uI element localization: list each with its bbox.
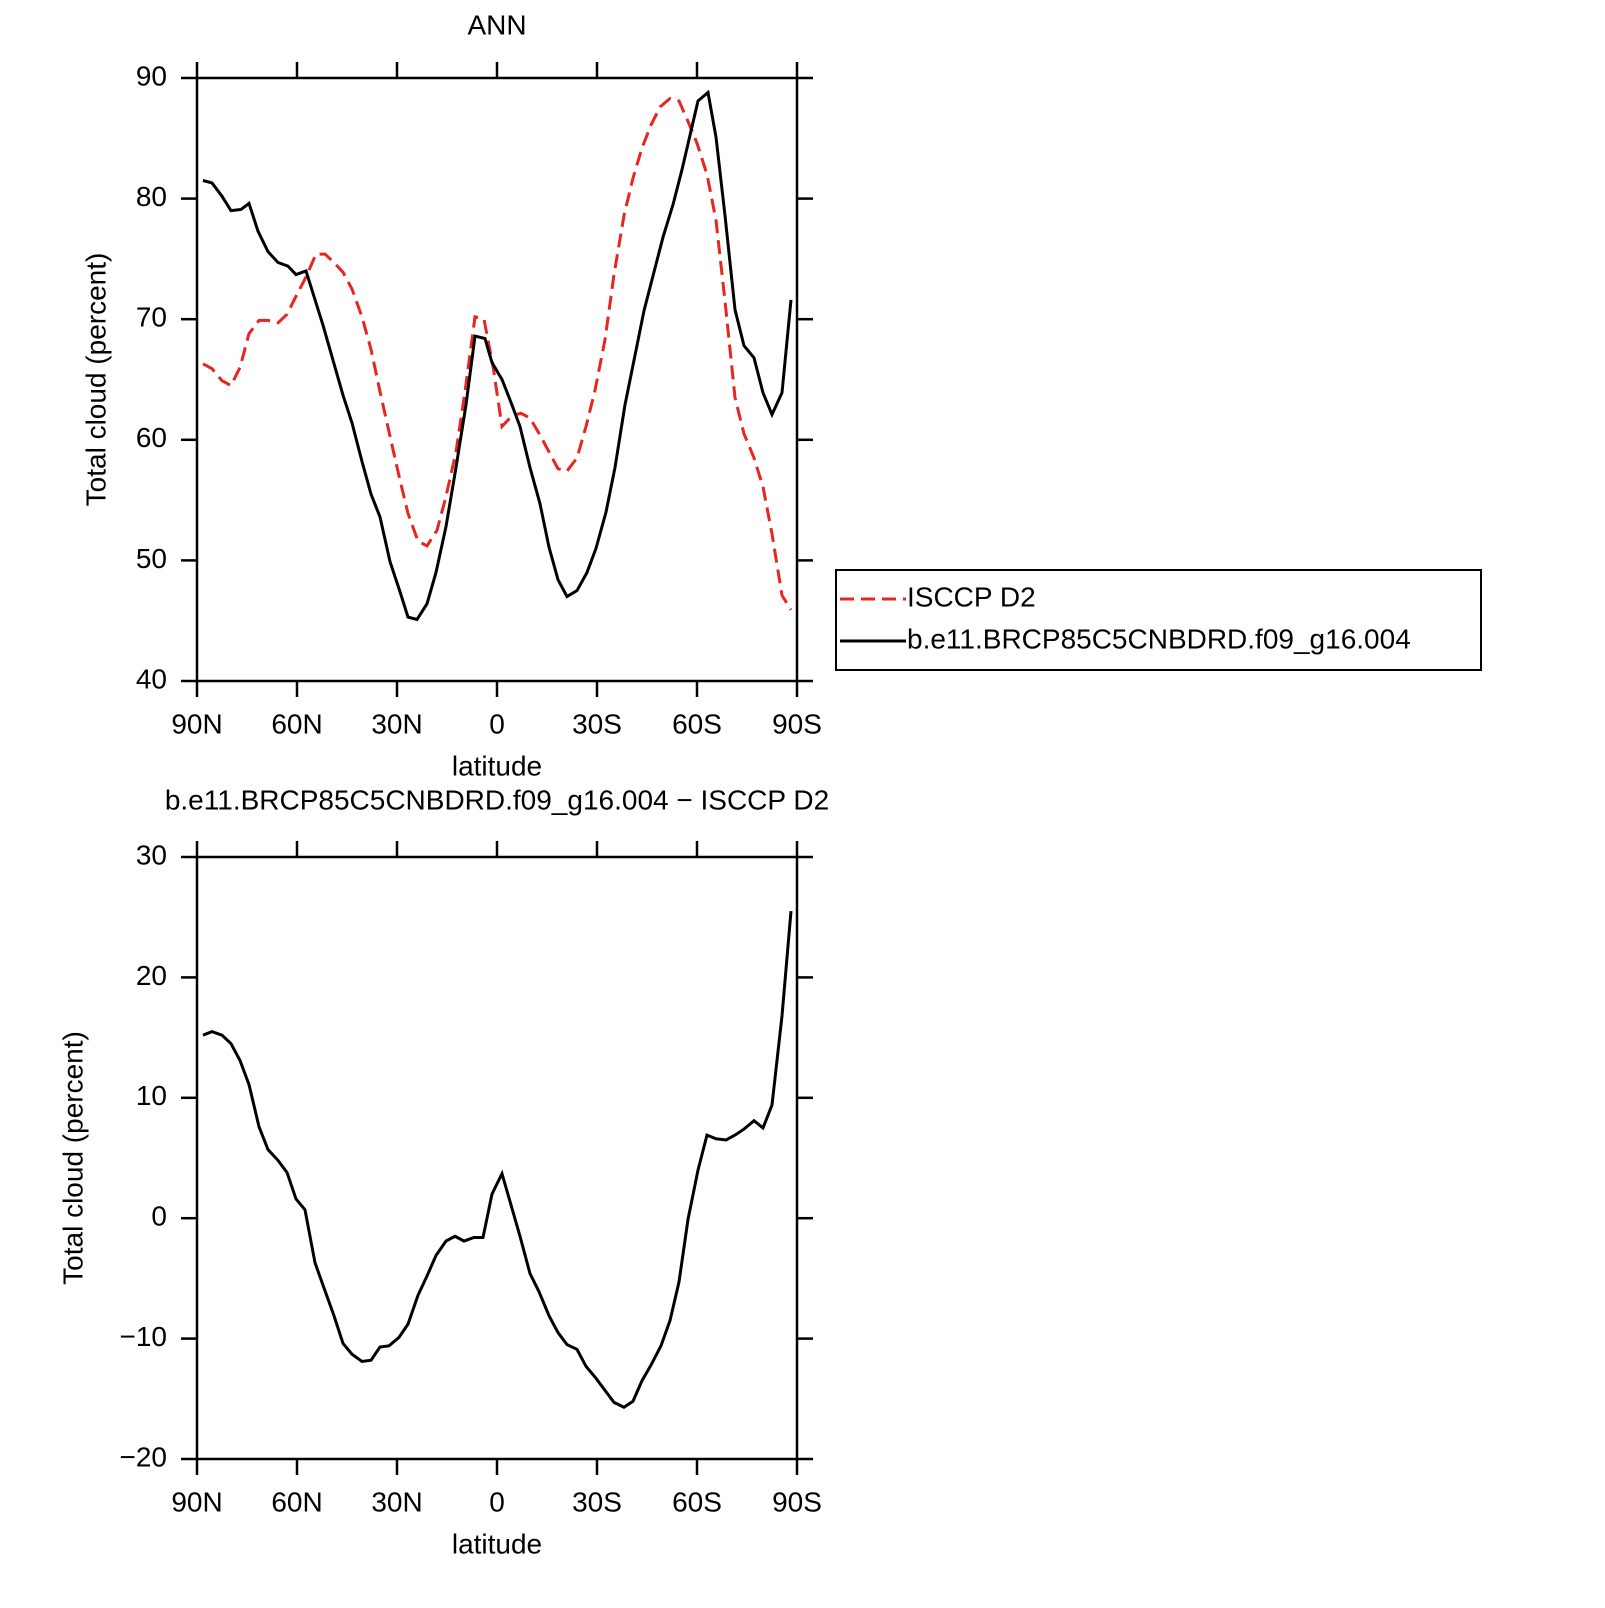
y-tick-label: −20 — [120, 1441, 168, 1472]
x-tick-label: 90N — [171, 1486, 222, 1517]
x-tick-label: 90S — [772, 708, 822, 739]
x-tick-label: 90N — [171, 708, 222, 739]
y-tick-label: 0 — [151, 1201, 167, 1232]
y-tick-label: 20 — [136, 960, 167, 991]
x-tick-label: 0 — [489, 1486, 505, 1517]
x-tick-label: 90S — [772, 1486, 822, 1517]
legend-label: b.e11.BRCP85C5CNBDRD.f09_g16.004 — [907, 623, 1411, 654]
x-tick-label: 60N — [271, 708, 322, 739]
x-tick-label: 60S — [672, 1486, 722, 1517]
y-axis-label: Total cloud (percent) — [57, 1031, 88, 1285]
y-tick-label: −10 — [120, 1321, 168, 1352]
y-tick-label: 40 — [136, 663, 167, 694]
plot-frame — [195, 855, 799, 1461]
x-tick-label: 30S — [572, 708, 622, 739]
y-tick-label: 10 — [136, 1080, 167, 1111]
x-tick-label: 60N — [271, 1486, 322, 1517]
plot-frame — [195, 76, 799, 683]
x-tick-label: 0 — [489, 708, 505, 739]
legend-label: ISCCP D2 — [907, 581, 1036, 612]
data-line — [202, 89, 793, 622]
x-axis-label: latitude — [452, 750, 542, 781]
x-tick-label: 30S — [572, 1486, 622, 1517]
x-tick-label: 60S — [672, 708, 722, 739]
legend-box — [835, 569, 1482, 671]
y-tick-label: 50 — [136, 543, 167, 574]
x-tick-label: 30N — [371, 708, 422, 739]
y-tick-label: 70 — [136, 302, 167, 333]
chart-title: b.e11.BRCP85C5CNBDRD.f09_g16.004 − ISCCP… — [165, 784, 829, 815]
chart-title: ANN — [467, 9, 526, 40]
x-axis-label: latitude — [452, 1528, 542, 1559]
x-tick-label: 30N — [371, 1486, 422, 1517]
y-tick-label: 80 — [136, 181, 167, 212]
data-line — [202, 96, 793, 611]
data-line — [202, 911, 793, 1409]
y-tick-label: 60 — [136, 422, 167, 453]
y-tick-label: 30 — [136, 839, 167, 870]
y-axis-label: Total cloud (percent) — [80, 253, 111, 507]
y-tick-label: 90 — [136, 60, 167, 91]
